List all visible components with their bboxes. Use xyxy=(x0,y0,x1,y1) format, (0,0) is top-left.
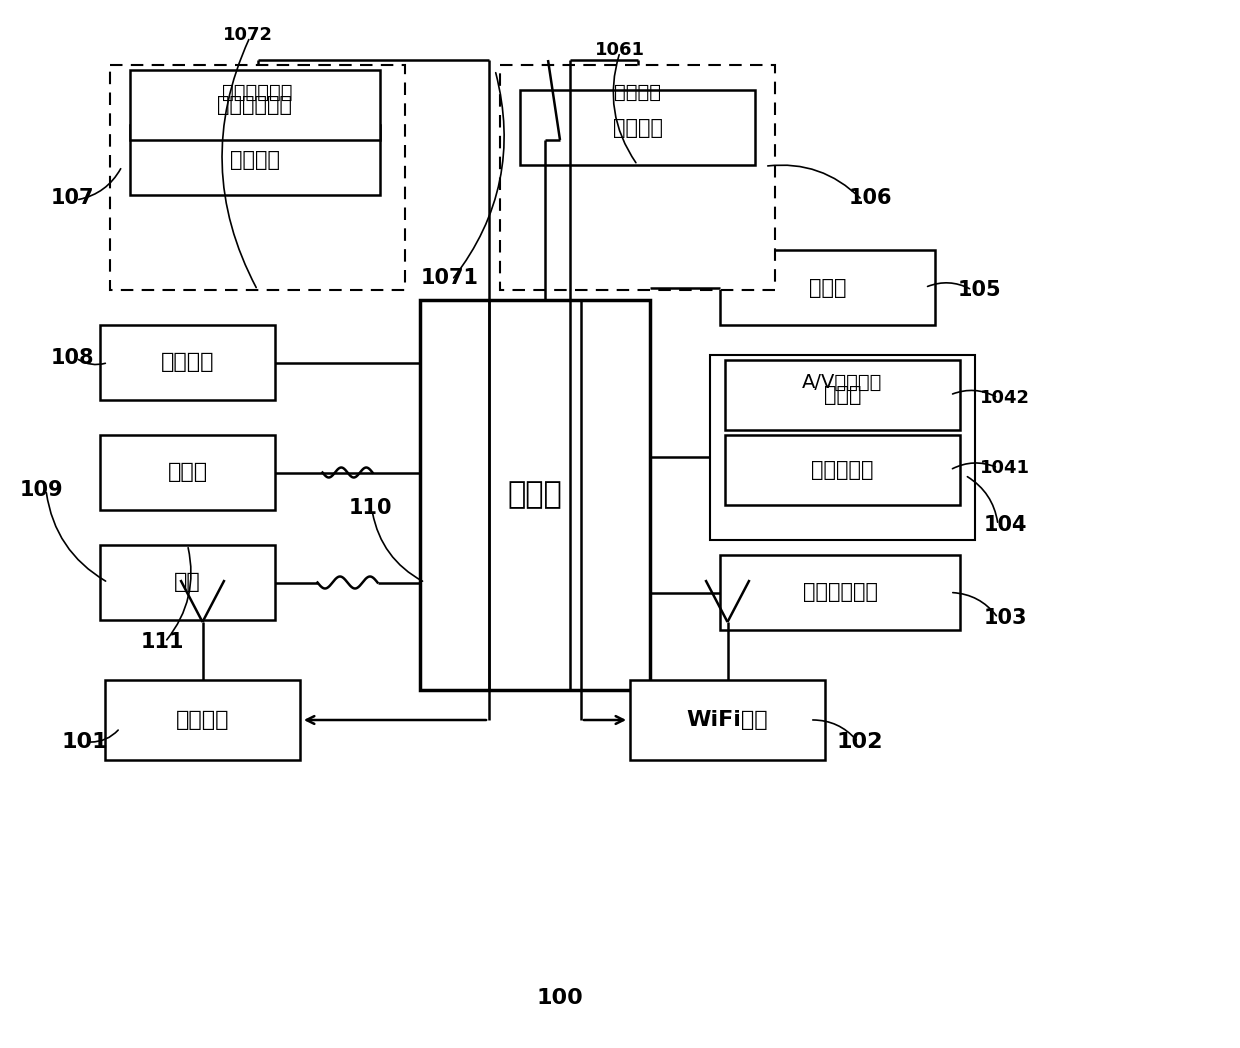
Text: 103: 103 xyxy=(983,608,1027,628)
Bar xyxy=(130,70,379,140)
Bar xyxy=(110,65,405,290)
Text: 110: 110 xyxy=(348,498,392,518)
Text: 接口单元: 接口单元 xyxy=(161,352,215,372)
Text: 101: 101 xyxy=(62,732,108,752)
Bar xyxy=(720,250,935,325)
Text: 显示面板: 显示面板 xyxy=(613,117,662,137)
Bar xyxy=(725,361,960,430)
Text: 106: 106 xyxy=(848,188,892,208)
Text: 104: 104 xyxy=(983,515,1027,534)
Bar xyxy=(725,435,960,505)
Bar xyxy=(100,325,275,400)
Text: 其他输入设备: 其他输入设备 xyxy=(217,95,293,115)
Bar xyxy=(720,555,960,630)
Text: 射频单元: 射频单元 xyxy=(176,709,229,730)
Text: 麦克风: 麦克风 xyxy=(823,385,862,405)
Bar xyxy=(500,65,775,290)
Text: 100: 100 xyxy=(537,988,583,1008)
Text: 111: 111 xyxy=(140,632,184,652)
Text: 显示单元: 显示单元 xyxy=(614,83,661,102)
Text: WiFi模块: WiFi模块 xyxy=(687,709,769,730)
Text: 音频输出单元: 音频输出单元 xyxy=(802,583,878,603)
Text: 107: 107 xyxy=(51,188,94,208)
Bar xyxy=(630,680,825,760)
Text: 触控面板: 触控面板 xyxy=(229,150,280,170)
Text: 1042: 1042 xyxy=(980,389,1030,407)
Bar xyxy=(105,680,300,760)
Bar xyxy=(100,435,275,510)
Text: 处理器: 处理器 xyxy=(507,480,563,509)
Bar xyxy=(100,545,275,620)
Text: 105: 105 xyxy=(959,280,1002,300)
Text: 108: 108 xyxy=(51,348,94,368)
Bar xyxy=(520,90,755,165)
Text: 1041: 1041 xyxy=(980,459,1030,477)
Text: 109: 109 xyxy=(20,480,63,500)
Text: 1072: 1072 xyxy=(223,26,273,44)
Text: 存储器: 存储器 xyxy=(167,462,207,482)
Text: 102: 102 xyxy=(837,732,883,752)
Text: 1061: 1061 xyxy=(595,41,645,59)
Text: 电源: 电源 xyxy=(174,572,201,592)
Text: 传感器: 传感器 xyxy=(808,278,846,298)
Text: A/V输入单元: A/V输入单元 xyxy=(802,373,883,392)
Text: 图形处理器: 图形处理器 xyxy=(811,460,874,480)
Bar xyxy=(420,300,650,690)
Bar xyxy=(130,125,379,195)
Bar xyxy=(711,355,975,540)
Text: 用户输入单元: 用户输入单元 xyxy=(222,83,293,102)
Text: 1071: 1071 xyxy=(422,268,479,288)
